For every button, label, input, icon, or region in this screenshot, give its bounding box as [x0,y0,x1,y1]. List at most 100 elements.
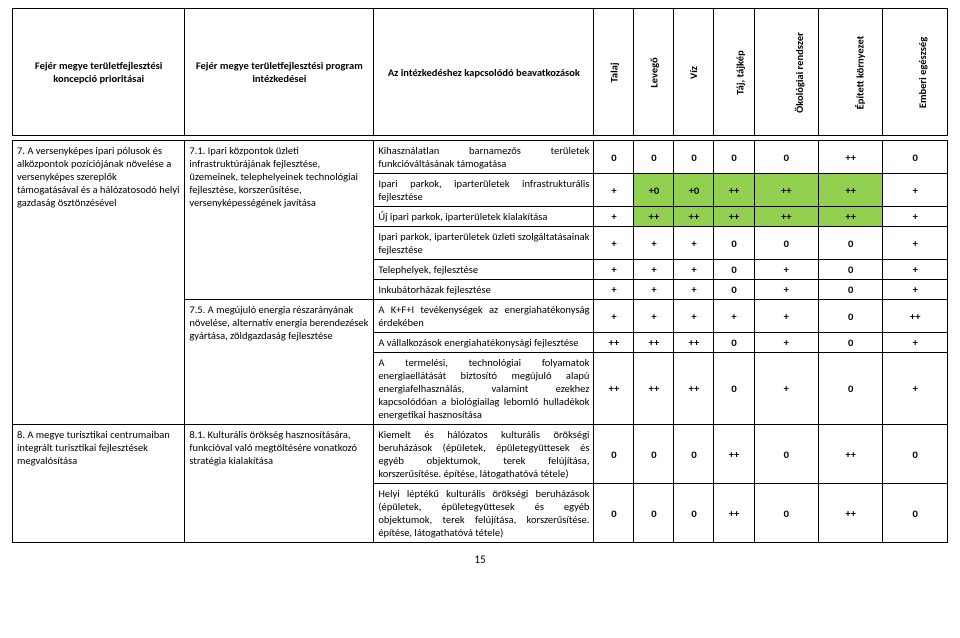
col-air: Levegő [634,9,674,136]
score-cell: + [883,260,948,280]
score-cell: 0 [818,260,882,280]
priority-cell: 8. A megye turisztikai centrumaiban inte… [13,425,185,543]
score-cell: 0 [818,280,882,300]
score-cell: ++ [634,333,674,353]
priority-cell: 7. A versenyképes ipari pólusok és alköz… [13,141,185,425]
score-cell: + [883,207,948,227]
score-cell: + [594,280,634,300]
score-cell: 0 [754,227,818,260]
score-cell: 0 [634,425,674,484]
intervention-cell: 7.1. Ipari központok üzleti infrastruktú… [185,141,374,300]
score-cell: 0 [634,141,674,174]
score-cell: + [594,207,634,227]
score-cell: ++ [674,333,714,353]
score-cell: 0 [754,141,818,174]
score-cell: 0 [674,484,714,543]
score-cell: 0 [714,141,754,174]
action-cell: Helyi léptékű kulturális örökségi beruhá… [374,484,594,543]
action-cell: A termelési, technológiai folyamatok ene… [374,353,594,425]
score-cell: 0 [634,484,674,543]
score-cell: 0 [674,141,714,174]
score-cell: 0 [754,425,818,484]
col-landscape: Táj, tájkép [714,9,754,136]
score-cell: 0 [883,484,948,543]
col-ecology: Ökológiai rendszer [754,9,818,136]
score-cell: + [883,333,948,353]
score-cell: ++ [818,425,882,484]
action-cell: Inkubátorházak fejlesztése [374,280,594,300]
score-cell: 0 [594,484,634,543]
col-built-env: Épített környezet [818,9,882,136]
score-cell: 0 [818,227,882,260]
score-cell: 0 [818,353,882,425]
score-cell: ++ [818,174,882,207]
score-cell: 0 [714,227,754,260]
score-cell: + [754,280,818,300]
score-cell: + [754,300,818,333]
action-cell: Kihasználatlan barnamezős területek funk… [374,141,594,174]
score-cell: + [883,227,948,260]
action-cell: A K+F+I tevékenységek az energiahatékony… [374,300,594,333]
score-cell: ++ [714,484,754,543]
score-cell: + [714,300,754,333]
score-cell: ++ [634,207,674,227]
score-cell: + [634,280,674,300]
score-cell: 0 [714,280,754,300]
score-cell: 0 [818,333,882,353]
score-cell: ++ [674,353,714,425]
action-cell: Kiemelt és hálózatos kulturális örökségi… [374,425,594,484]
score-cell: + [754,353,818,425]
score-cell: ++ [818,141,882,174]
score-cell: ++ [754,207,818,227]
score-cell: + [883,353,948,425]
score-cell: 0 [674,425,714,484]
col-priorities: Fejér megye területfejlesztési koncepció… [13,9,185,136]
score-cell: + [674,260,714,280]
score-cell: + [674,227,714,260]
matrix-table: Fejér megye területfejlesztési koncepció… [12,8,948,543]
score-cell: ++ [634,353,674,425]
score-cell: ++ [754,174,818,207]
score-cell: ++ [594,333,634,353]
col-actions: Az intézkedéshez kapcsolódó beavatkozáso… [374,9,594,136]
score-cell: + [594,227,634,260]
score-cell: ++ [714,174,754,207]
score-cell: ++ [674,207,714,227]
score-cell: ++ [883,300,948,333]
score-cell: 0 [594,425,634,484]
score-cell: 0 [883,425,948,484]
header-row: Fejér megye területfejlesztési koncepció… [13,9,948,136]
score-cell: 0 [883,141,948,174]
score-cell: +0 [634,174,674,207]
score-cell: 0 [594,141,634,174]
col-water: Víz [674,9,714,136]
score-cell: + [754,333,818,353]
col-interventions: Fejér megye területfejlesztési program i… [185,9,374,136]
score-cell: + [594,174,634,207]
score-cell: + [634,260,674,280]
intervention-cell: 7.5. A megújuló energia részarányának nö… [185,300,374,425]
score-cell: + [594,260,634,280]
action-cell: A vállalkozások energiahatékonysági fejl… [374,333,594,353]
table-row: 8. A megye turisztikai centrumaiban inte… [13,425,948,484]
intervention-cell: 8.1. Kulturális örökség hasznosítására, … [185,425,374,543]
col-soil: Talaj [594,9,634,136]
score-cell: 0 [714,333,754,353]
score-cell: 0 [754,484,818,543]
score-cell: ++ [714,207,754,227]
action-cell: Ipari parkok, iparterületek infrastruktu… [374,174,594,207]
score-cell: + [634,227,674,260]
score-cell: 0 [714,353,754,425]
score-cell: 0 [714,260,754,280]
score-cell: ++ [594,353,634,425]
action-cell: Új ipari parkok, iparterületek kialakítá… [374,207,594,227]
col-human-health: Emberi egészség [883,9,948,136]
score-cell: + [634,300,674,333]
score-cell: + [674,280,714,300]
action-cell: Telephelyek, fejlesztése [374,260,594,280]
score-cell: + [883,174,948,207]
score-cell: +0 [674,174,714,207]
score-cell: ++ [818,484,882,543]
score-cell: ++ [818,207,882,227]
score-cell: + [754,260,818,280]
